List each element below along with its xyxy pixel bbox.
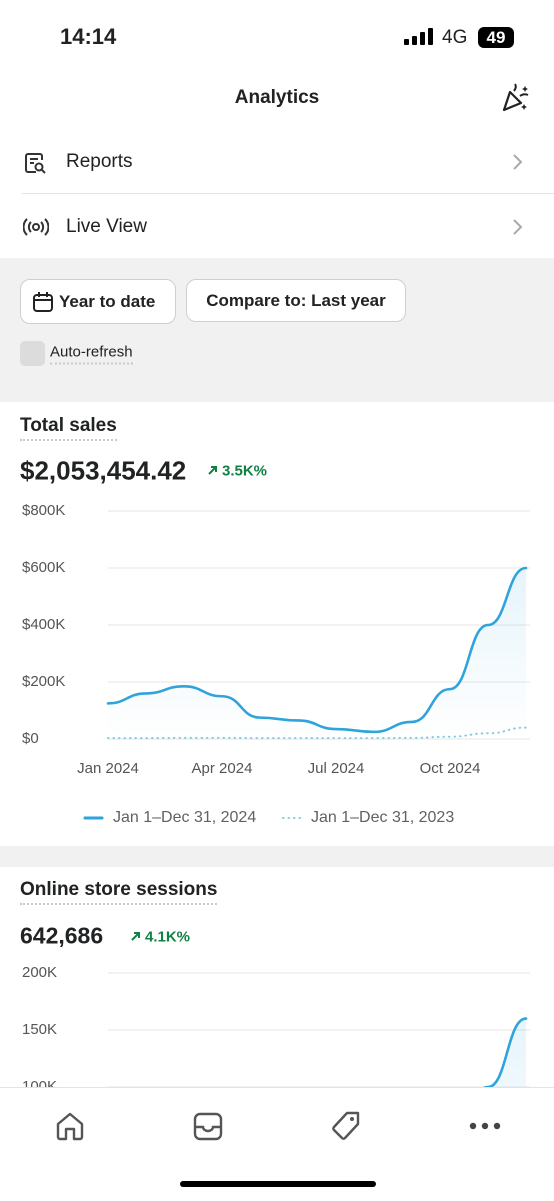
y-tick-label: $200K [22, 673, 65, 690]
button-label: Year to date [59, 291, 156, 311]
checkbox-label: Auto-refresh [50, 344, 133, 365]
x-tick-label: Jan 2024 [77, 760, 139, 777]
up-arrow [131, 932, 140, 941]
legend-label: Jan 1–Dec 31, 2024 [113, 809, 256, 826]
chevron [513, 154, 523, 170]
up-arrow [208, 466, 217, 475]
more-tab[interactable] [468, 1118, 502, 1134]
battery: 49 [478, 27, 514, 48]
battery-level: 49 [486, 27, 506, 47]
button-label: Compare to: Last year [206, 290, 386, 310]
date-range-button[interactable]: Year to date [20, 279, 176, 324]
series-line [106, 566, 528, 734]
chevron [513, 219, 523, 235]
reports-icon [25, 153, 46, 174]
live-icon [23, 218, 49, 236]
y-tick-label: 150K [22, 1021, 57, 1038]
change: 4.1K% [145, 928, 191, 946]
home-tab[interactable] [54, 1110, 86, 1142]
series-area [108, 568, 526, 739]
orders-tab[interactable] [192, 1110, 224, 1142]
change: 3.5K% [222, 462, 268, 480]
status-time: 14:14 [60, 24, 117, 49]
network: 4G [442, 27, 468, 48]
section-gap [0, 846, 554, 867]
legend-label: Jan 1–Dec 31, 2023 [311, 809, 454, 826]
home-indicator [180, 1181, 376, 1187]
celebrate-button[interactable] [500, 83, 530, 113]
page-title: Analytics [234, 87, 320, 108]
card-title: Total sales [20, 415, 117, 441]
x-tick-label: Oct 2024 [420, 760, 481, 777]
tab-bar [0, 1087, 554, 1201]
checkbox[interactable] [20, 341, 45, 366]
y-tick-label: $800K [22, 502, 65, 519]
signal-icon [404, 28, 433, 45]
y-tick-label: 200K [22, 964, 57, 981]
products-tab[interactable] [330, 1110, 362, 1142]
card-total: 642,686 [20, 922, 104, 949]
card-title: Online store sessions [20, 879, 218, 905]
x-tick-label: Apr 2024 [192, 760, 253, 777]
compare-button[interactable]: Compare to: Last year [186, 279, 406, 322]
menu-label: Live View [66, 216, 147, 237]
y-tick-label: $400K [22, 616, 65, 633]
y-tick-label: $0 [22, 730, 39, 747]
card-total: $2,053,454.42 [20, 455, 187, 486]
calendar-icon [33, 291, 53, 312]
menu-label: Reports [66, 151, 133, 172]
divider [22, 193, 554, 194]
y-tick-label: $600K [22, 559, 65, 576]
x-tick-label: Jul 2024 [308, 760, 365, 777]
